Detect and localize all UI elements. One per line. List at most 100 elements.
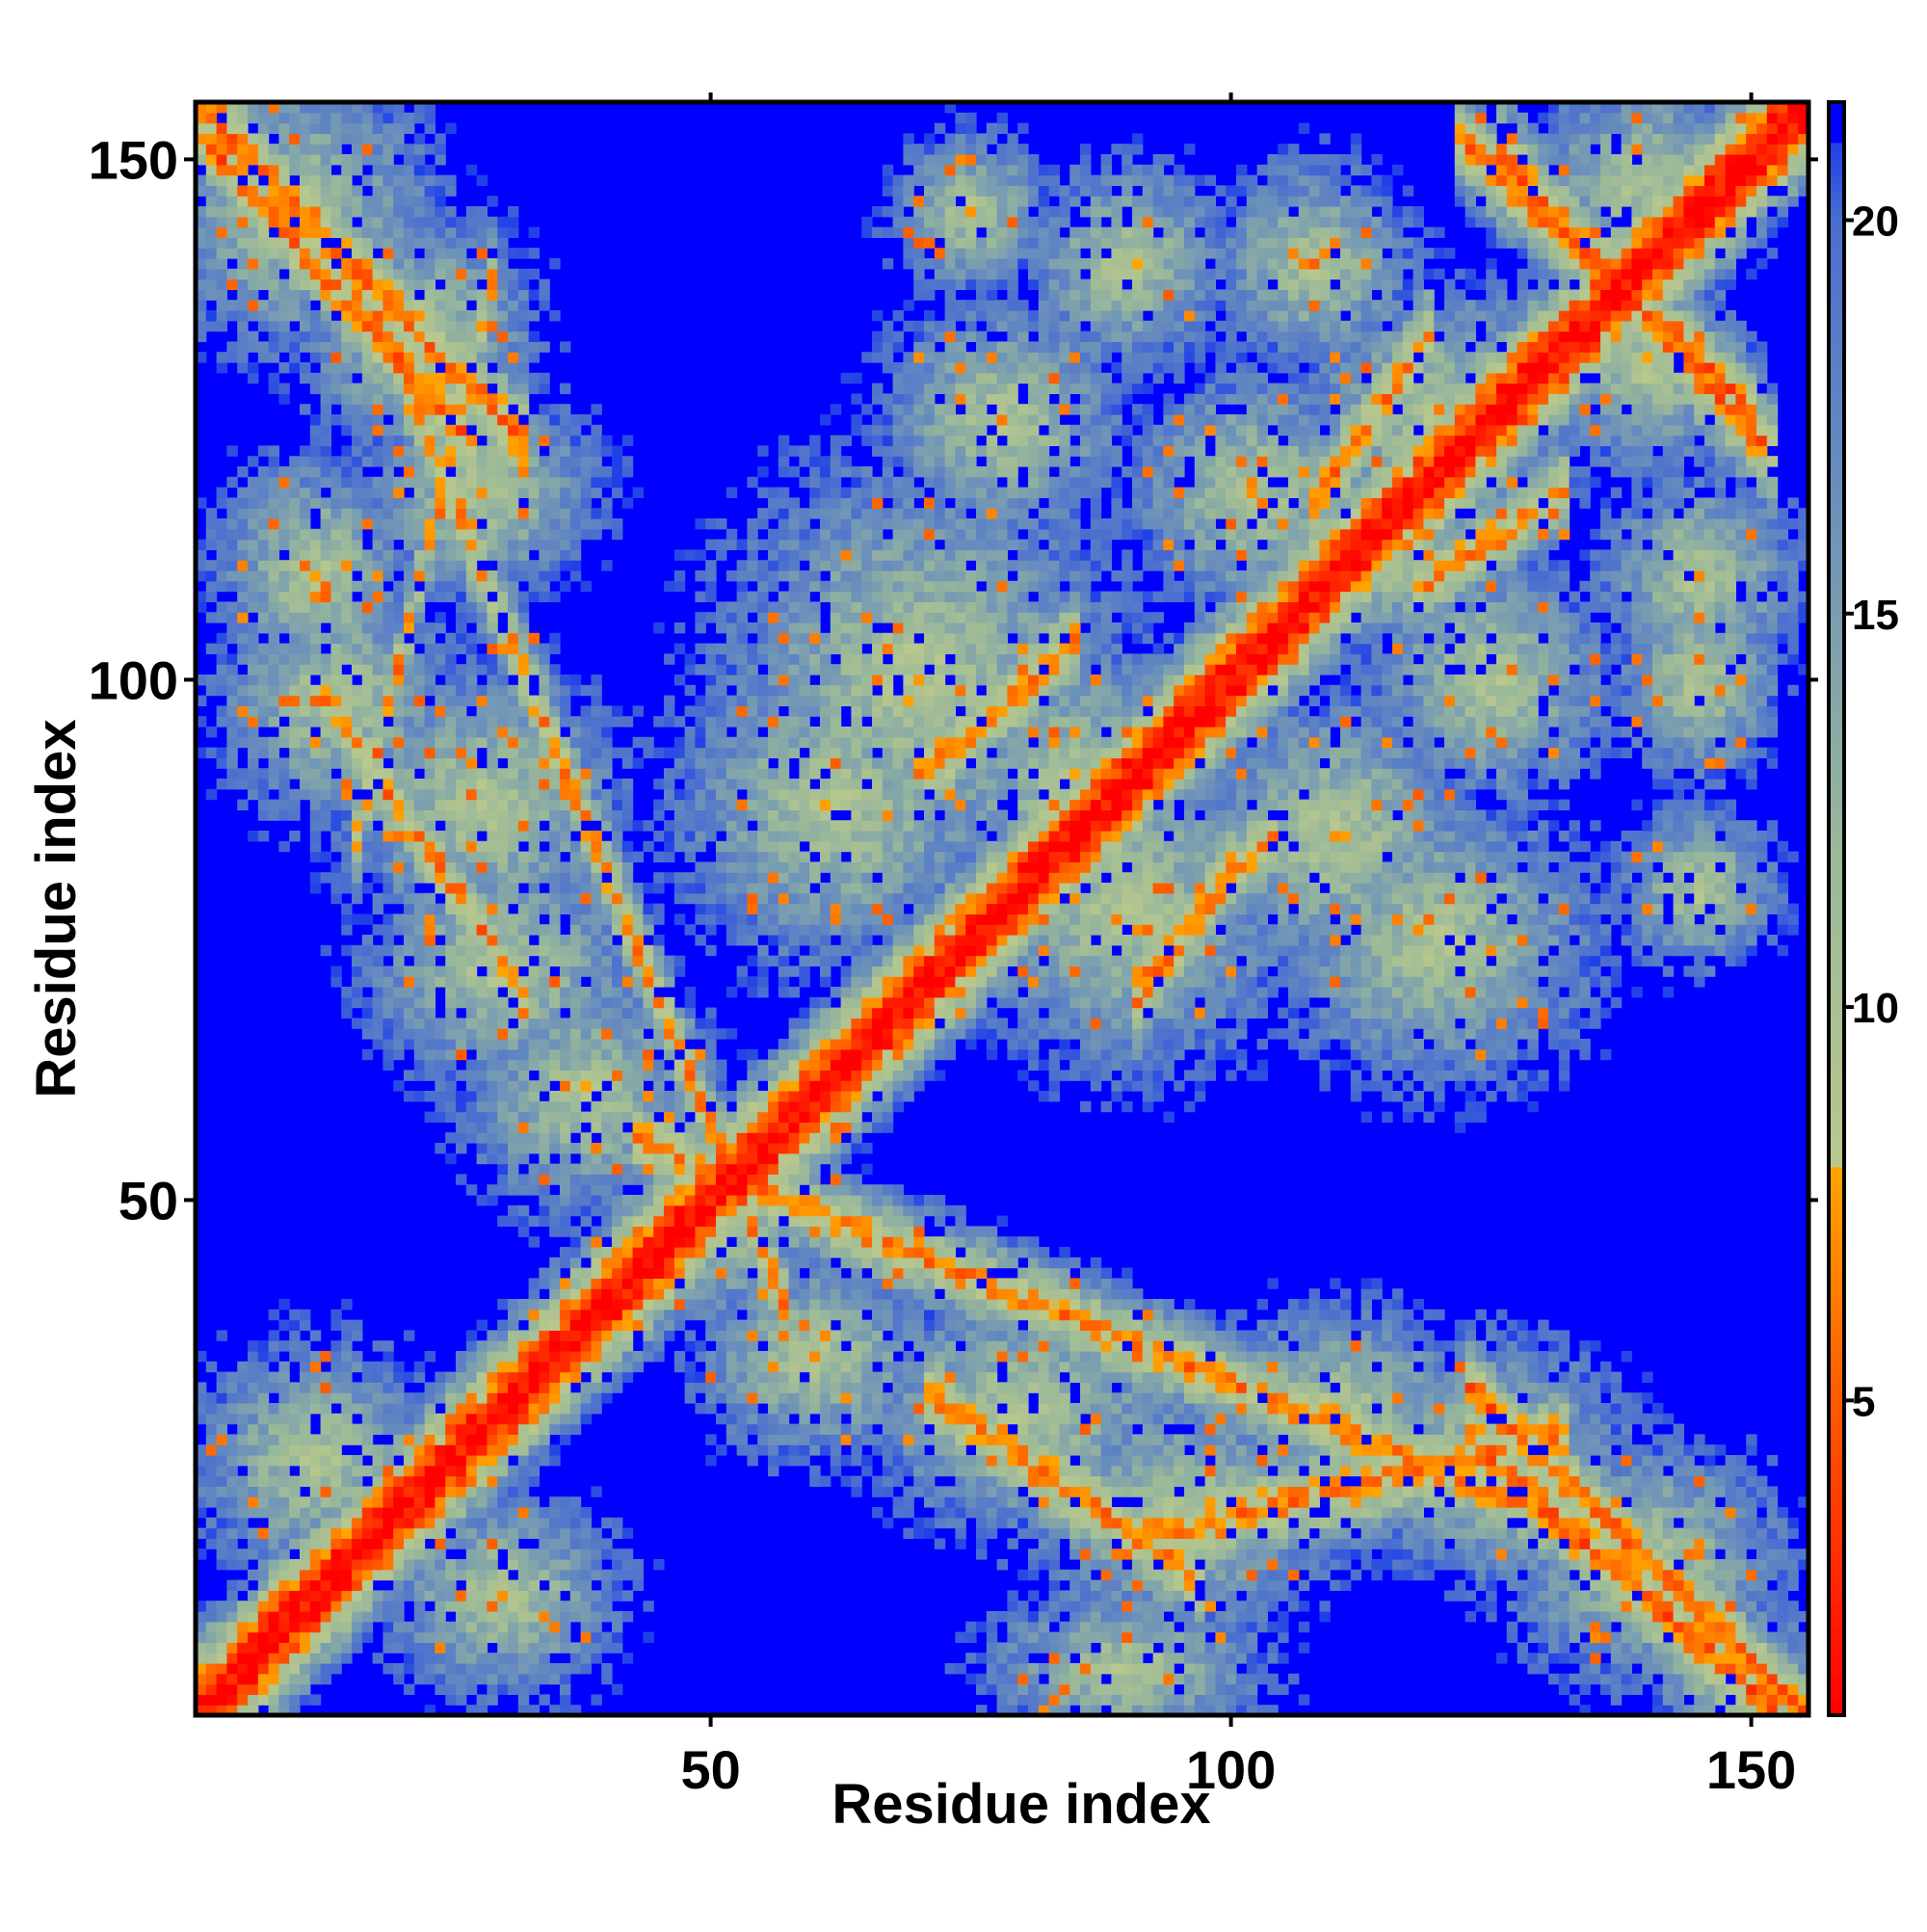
heatmap-cell [456, 892, 467, 905]
heatmap-cell [716, 892, 727, 905]
heatmap-cell [424, 341, 436, 353]
heatmap-cell [372, 456, 383, 467]
heatmap-cell [320, 1642, 331, 1654]
heatmap-cell [289, 300, 301, 311]
heatmap-cell [456, 987, 467, 998]
heatmap-cell [424, 560, 436, 571]
heatmap-cell [569, 1517, 582, 1529]
heatmap-cell [393, 684, 405, 697]
heatmap-cell [196, 133, 207, 145]
heatmap-cell [445, 913, 457, 925]
heatmap-cell [517, 1486, 530, 1497]
heatmap-cell [196, 112, 207, 124]
heatmap-cell [612, 466, 623, 478]
heatmap-cell [278, 1319, 290, 1331]
heatmap-cell [580, 1143, 592, 1154]
heatmap-cell [456, 476, 467, 489]
heatmap-cell [372, 1018, 383, 1029]
heatmap-cell [372, 601, 383, 613]
heatmap-cell [497, 528, 509, 541]
heatmap-cell [465, 1444, 478, 1456]
heatmap-cell [612, 1569, 623, 1581]
heatmap-cell [497, 549, 509, 561]
heatmap-cell [695, 809, 706, 821]
heatmap-cell [747, 1444, 758, 1456]
heatmap-cell [309, 560, 322, 571]
heatmap-cell [517, 1423, 530, 1435]
heatmap-cell [517, 1621, 530, 1633]
heatmap-cell [476, 1111, 488, 1123]
heatmap-cell [278, 1611, 290, 1623]
heatmap-cell [268, 445, 279, 457]
heatmap-cell [747, 1080, 758, 1092]
heatmap-cell [278, 809, 290, 821]
heatmap-cell [487, 226, 498, 238]
heatmap-cell [216, 716, 227, 728]
heatmap-cell [268, 1517, 279, 1529]
heatmap-cell [289, 1579, 301, 1591]
heatmap-cell [747, 1100, 758, 1113]
heatmap-cell [404, 549, 415, 561]
heatmap-cell [601, 1195, 613, 1206]
heatmap-cell [404, 268, 415, 280]
heatmap-cell [476, 1507, 488, 1519]
heatmap-cell [517, 1444, 530, 1456]
heatmap-cell [569, 1319, 582, 1331]
heatmap-cell [465, 487, 478, 498]
heatmap-cell [248, 1475, 259, 1487]
heatmap-cell [372, 955, 383, 966]
heatmap-cell [632, 1111, 644, 1123]
heatmap-cell [352, 809, 363, 821]
heatmap-cell [205, 1653, 218, 1664]
heatmap-cell [413, 570, 426, 582]
heatmap-cell [300, 528, 311, 541]
heatmap-cell [383, 705, 394, 717]
heatmap-cell [341, 831, 353, 842]
heatmap-cell [383, 966, 394, 977]
heatmap-cell [601, 1517, 613, 1529]
heatmap-cell [569, 892, 582, 905]
heatmap-cell [309, 1621, 322, 1633]
heatmap-cell [383, 206, 394, 218]
heatmap-cell [517, 987, 530, 998]
heatmap-cell [653, 799, 665, 810]
heatmap-cell [393, 851, 405, 862]
heatmap-cell [684, 1257, 696, 1269]
heatmap-cell [341, 206, 353, 218]
heatmap-cell [309, 248, 322, 259]
heatmap-cell [508, 1527, 519, 1539]
heatmap-cell [383, 1611, 394, 1623]
heatmap-cell [456, 331, 467, 342]
heatmap-cell [309, 226, 322, 238]
heatmap-cell [560, 1392, 571, 1404]
heatmap-cell [237, 289, 249, 301]
heatmap-cell [216, 1434, 227, 1445]
heatmap-cell [517, 310, 530, 322]
heatmap-cell [560, 799, 571, 810]
heatmap-cell [508, 1663, 519, 1675]
heatmap-cell [684, 768, 696, 780]
heatmap-cell [404, 903, 415, 914]
heatmap-cell [352, 1496, 363, 1508]
heatmap-cell [621, 1653, 634, 1664]
heatmap-cell [612, 1039, 623, 1050]
heatmap-cell [528, 466, 540, 478]
heatmap-cell [352, 1507, 363, 1519]
heatmap-cell [341, 112, 353, 124]
heatmap-cell [747, 1309, 758, 1321]
heatmap-cell [248, 1694, 259, 1706]
heatmap-cell [361, 112, 374, 124]
heatmap-cell [726, 601, 738, 613]
heatmap-cell [476, 924, 488, 936]
heatmap-cell [445, 883, 457, 894]
heatmap-cell [372, 1517, 383, 1529]
heatmap-cell [476, 903, 488, 914]
heatmap-cell [591, 1299, 602, 1310]
heatmap-cell [413, 383, 426, 394]
heatmap-cell [497, 1486, 509, 1497]
heatmap-cell [289, 799, 301, 810]
heatmap-cell [560, 1309, 571, 1321]
heatmap-cell [268, 716, 279, 728]
heatmap-cell [465, 1631, 478, 1643]
heatmap-cell [320, 154, 331, 166]
